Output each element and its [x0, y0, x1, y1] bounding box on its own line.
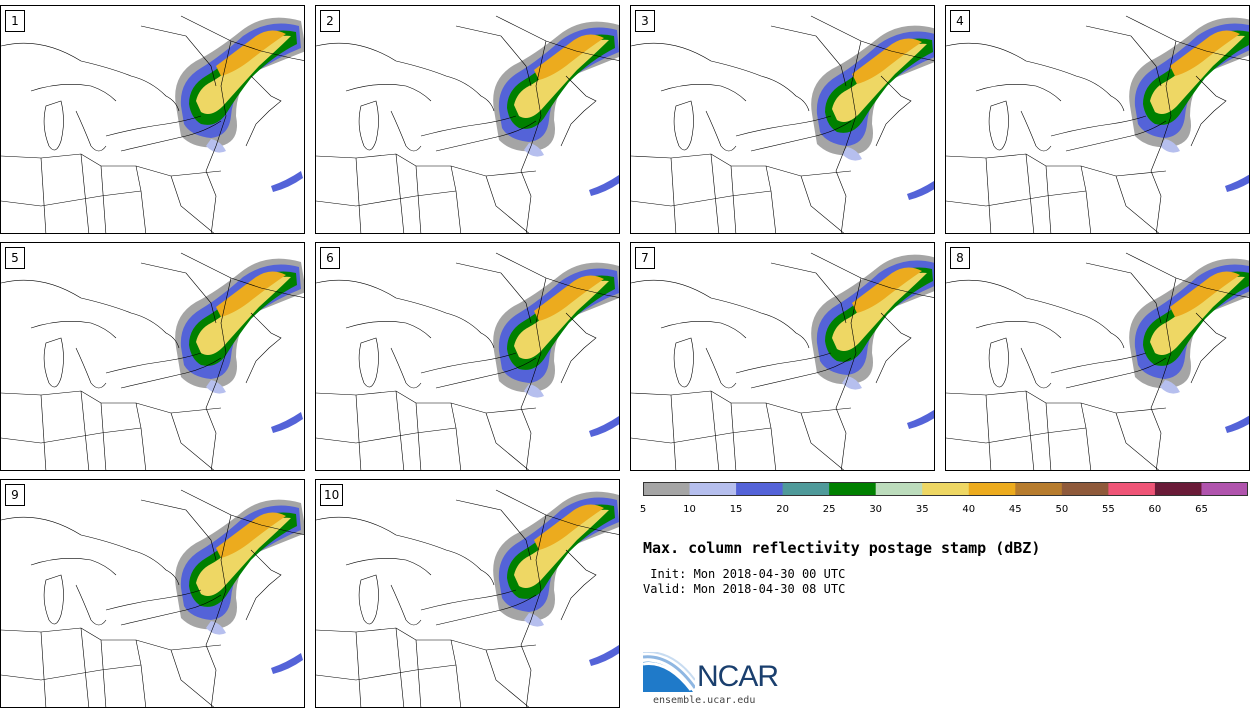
member-number: 9 [5, 484, 25, 506]
colorbar-segment [922, 482, 970, 496]
colorbar-tick-label: 15 [729, 504, 743, 515]
colorbar-segment [782, 482, 830, 496]
member-number: 5 [5, 247, 25, 269]
member-number: 8 [950, 247, 970, 269]
colorbar-segment [1015, 482, 1063, 496]
logo-wordmark: NCAR [697, 660, 779, 693]
colorbar-segment [875, 482, 923, 496]
colorbar-tick-label: 10 [683, 504, 696, 515]
chart-title: Max. column reflectivity postage stamp (… [643, 539, 1041, 557]
member-number: 3 [635, 10, 655, 32]
member-panel: 3 [630, 5, 935, 234]
colorbar-segment [1154, 482, 1202, 496]
map-outline [316, 15, 619, 233]
map-outline [1, 252, 304, 470]
member-number: 4 [950, 10, 970, 32]
colorbar-segment [1061, 482, 1109, 496]
colorbar-segment [736, 482, 784, 496]
member-panel: 1 [0, 5, 305, 234]
map-outline [946, 15, 1249, 233]
member-panel: 4 [945, 5, 1250, 234]
colorbar-segment [968, 482, 1016, 496]
colorbar-tick-label: 40 [962, 504, 976, 515]
member-panel: 5 [0, 242, 305, 471]
colorbar-tick-label: 5 [639, 504, 647, 515]
colorbar [643, 482, 1248, 496]
member-panel: 10 [315, 479, 620, 708]
map-outline [946, 252, 1249, 470]
colorbar-tick-label: 55 [1102, 504, 1115, 515]
ncar-logo-icon [643, 652, 695, 692]
colorbar-segment [643, 482, 691, 496]
colorbar-tick-label: 30 [869, 504, 883, 515]
colorbar-ticks: 5 10 15 20 25 30 35 40 45 50 55 60 65 [639, 504, 1248, 518]
colorbar-segment [829, 482, 877, 496]
init-time: Init: Mon 2018-04-30 00 UTC [643, 567, 846, 581]
colorbar-tick-label: 25 [822, 504, 836, 515]
member-number: 7 [635, 247, 655, 269]
member-panel: 7 [630, 242, 935, 471]
colorbar-tick-label: 35 [915, 504, 929, 515]
map-outline [631, 252, 934, 470]
map-outline [631, 15, 934, 233]
member-panel: 2 [315, 5, 620, 234]
member-panel: 6 [315, 242, 620, 471]
colorbar-tick-label: 45 [1008, 504, 1022, 515]
colorbar-tick-label: 50 [1055, 504, 1069, 515]
colorbar-segment [689, 482, 737, 496]
member-number: 1 [5, 10, 25, 32]
colorbar-tick-label: 20 [776, 504, 789, 515]
map-outline [316, 489, 619, 707]
map-outline [316, 252, 619, 470]
site-url: ensemble.ucar.edu [653, 695, 756, 706]
member-number: 2 [320, 10, 340, 32]
member-number: 6 [320, 247, 340, 269]
colorbar-segment [1201, 482, 1248, 496]
colorbar-segment [1108, 482, 1156, 496]
member-panel: 9 [0, 479, 305, 708]
map-outline [1, 15, 304, 233]
member-number: 10 [320, 484, 344, 506]
colorbar-border [643, 482, 1248, 496]
colorbar-tick-label: 65 [1195, 504, 1208, 515]
valid-time: Valid: Mon 2018-04-30 08 UTC [643, 582, 846, 596]
colorbar-tick-label: 60 [1148, 504, 1162, 515]
member-panel: 8 [945, 242, 1250, 471]
map-outline [1, 489, 304, 707]
